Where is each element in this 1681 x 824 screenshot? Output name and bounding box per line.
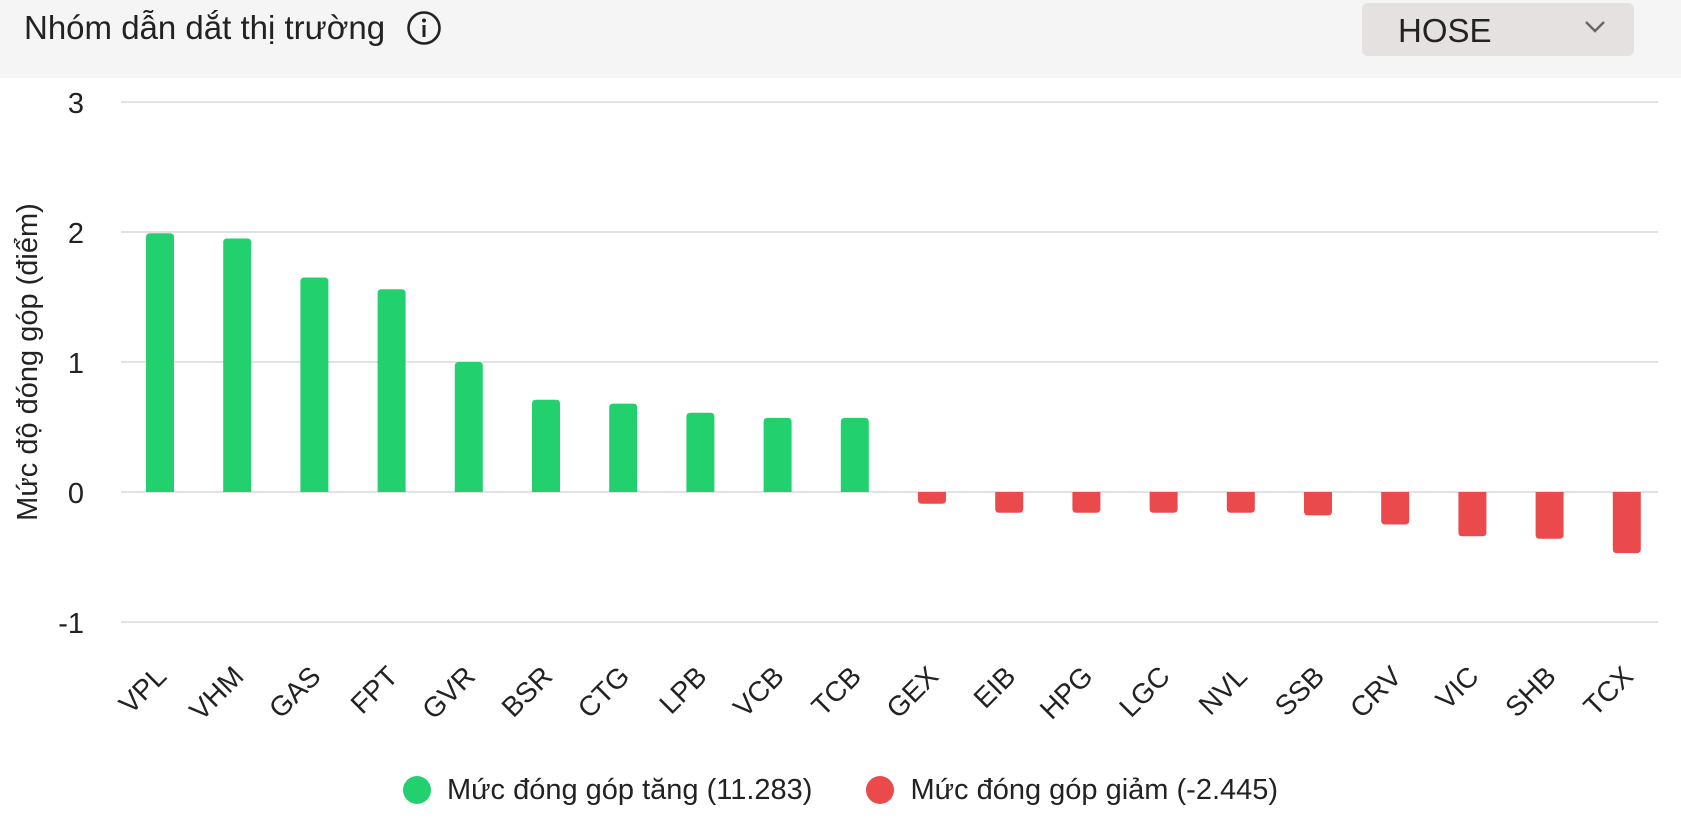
x-tick-label: HPG — [1034, 660, 1099, 725]
x-tick-label: SSB — [1269, 660, 1331, 722]
x-tick-label: TCB — [806, 660, 868, 722]
x-tick-label: VHM — [184, 660, 250, 726]
x-tick-label: BSR — [496, 660, 559, 723]
bar-gas — [300, 277, 329, 492]
y-tick-label: 3 — [68, 88, 84, 120]
bar-gex — [918, 492, 946, 504]
x-tick-label: LGC — [1113, 660, 1176, 723]
bar-crv — [1381, 492, 1410, 525]
page-title: Nhóm dẫn dắt thị trường — [24, 9, 386, 46]
y-axis-label: Mức độ đóng góp (điểm) — [12, 203, 44, 521]
bar-lgc — [1149, 492, 1178, 513]
chart-legend: Mức đóng góp tăng (11.283) Mức đóng góp … — [0, 770, 1681, 810]
x-tick-label: VIC — [1430, 660, 1485, 715]
info-circle-icon[interactable] — [406, 10, 442, 46]
x-tick-label: SHB — [1499, 660, 1562, 723]
bar-nvl — [1226, 492, 1255, 513]
bar-vhm — [223, 238, 252, 492]
y-tick-label: 2 — [68, 218, 84, 250]
bar-ssb — [1304, 492, 1332, 516]
chevron-down-icon — [1584, 20, 1606, 34]
bar-tcx — [1612, 492, 1641, 554]
bar-tcb — [840, 417, 869, 492]
bar-ctg — [609, 403, 638, 492]
legend-dot-up — [402, 776, 431, 804]
bar-shb — [1535, 492, 1564, 539]
x-tick-label: CTG — [572, 660, 636, 724]
legend-label-up: Mức đóng góp tăng (11.283) — [446, 774, 813, 806]
legend-item-down[interactable]: Mức đóng góp giảm (-2.445) — [866, 773, 1278, 807]
bar-lpb — [686, 412, 715, 492]
legend-label-down: Mức đóng góp giảm (-2.445) — [910, 774, 1279, 806]
bar-gvr — [454, 362, 483, 492]
x-tick-label: VPL — [113, 660, 172, 719]
bar-vic — [1458, 492, 1487, 537]
bar-fpt — [377, 289, 406, 492]
exchange-select-value: HOSE — [1398, 12, 1492, 49]
x-tick-label: CRV — [1344, 660, 1408, 724]
x-tick-label: FPT — [345, 660, 404, 719]
x-tick-label: GVR — [416, 660, 481, 725]
exchange-select[interactable]: HOSE — [1362, 3, 1634, 56]
legend-item-up[interactable]: Mức đóng góp tăng (11.283) — [402, 773, 813, 807]
bar-bsr — [532, 399, 560, 492]
y-tick-label: 0 — [68, 478, 84, 510]
x-tick-label: GEX — [881, 660, 945, 724]
bar-hpg — [1072, 492, 1101, 513]
x-tick-label: LPB — [653, 660, 712, 719]
x-tick-label: NVL — [1193, 660, 1253, 720]
x-tick-label: TCX — [1578, 660, 1640, 722]
x-tick-label: VCB — [727, 660, 790, 723]
legend-dot-down — [866, 776, 895, 804]
contribution-chart: 3 2 1 0 -1 Mức độ đóng góp (điểm) VPL VHM GAS FPT… — [12, 88, 1658, 726]
header-bar: Nhóm dẫn dắt thị trường HOSE — [0, 0, 1681, 78]
x-tick-label: GAS — [263, 660, 327, 724]
bar-vcb — [763, 417, 792, 492]
x-tick-label: EIB — [968, 660, 1022, 714]
y-tick-label: 1 — [68, 348, 84, 380]
y-tick-label: -1 — [58, 608, 84, 640]
bar-eib — [995, 492, 1024, 513]
bar-vpl — [146, 233, 174, 493]
